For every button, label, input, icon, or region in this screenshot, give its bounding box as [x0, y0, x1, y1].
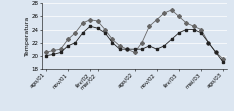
Temp.Superf. [81, 22, 84, 24]
Temp.Superf. [52, 50, 55, 51]
Temp.Superf. [148, 26, 151, 27]
Temp.Superf. [44, 52, 47, 53]
Temp. Fundo [185, 29, 188, 30]
Temp. Fundo [59, 52, 62, 53]
Temp.Superf. [67, 39, 69, 40]
Temp. Fundo [44, 55, 47, 56]
Temp.Superf. [207, 42, 210, 43]
Line: Temp.Superf.: Temp.Superf. [44, 8, 225, 60]
Temp.Superf. [59, 49, 62, 50]
Temp.Superf. [118, 45, 121, 47]
Line: Temp. Fundo: Temp. Fundo [44, 25, 225, 64]
Temp.Superf. [89, 19, 91, 20]
Temp. Fundo [141, 49, 143, 50]
Temp. Fundo [207, 42, 210, 43]
Temp.Superf. [155, 19, 158, 20]
Temp.Superf. [74, 32, 77, 34]
Temp. Fundo [222, 62, 225, 63]
Temp.Superf. [96, 20, 99, 22]
Temp.Superf. [215, 52, 217, 53]
Temp.Superf. [192, 26, 195, 27]
Temp.Superf. [126, 49, 128, 50]
Temp. Fundo [170, 39, 173, 40]
Temp. Fundo [133, 49, 136, 50]
Temp. Fundo [96, 28, 99, 29]
Temp. Fundo [215, 52, 217, 53]
Temp.Superf. [111, 39, 114, 40]
Temp. Fundo [178, 32, 180, 34]
Temp. Fundo [200, 32, 202, 34]
Temp. Fundo [67, 45, 69, 47]
Temp. Fundo [81, 32, 84, 34]
Temp. Fundo [155, 49, 158, 50]
Temp. Fundo [148, 45, 151, 47]
Temp. Fundo [163, 45, 165, 47]
Temp.Superf. [178, 16, 180, 17]
Temp. Fundo [89, 26, 91, 27]
Temp. Fundo [126, 49, 128, 50]
Temp.Superf. [222, 58, 225, 60]
Temp. Fundo [74, 42, 77, 43]
Temp.Superf. [104, 29, 106, 30]
Temp.Superf. [133, 52, 136, 53]
Temp.Superf. [163, 12, 165, 14]
Temp.Superf. [185, 22, 188, 24]
Temp.Superf. [200, 29, 202, 30]
Y-axis label: Temperatura: Temperatura [25, 16, 30, 56]
Temp.Superf. [141, 42, 143, 43]
Temp.Superf. [170, 9, 173, 11]
Temp. Fundo [111, 42, 114, 43]
Temp. Fundo [192, 29, 195, 30]
Temp. Fundo [118, 49, 121, 50]
Temp. Fundo [52, 54, 55, 55]
Temp. Fundo [104, 32, 106, 34]
